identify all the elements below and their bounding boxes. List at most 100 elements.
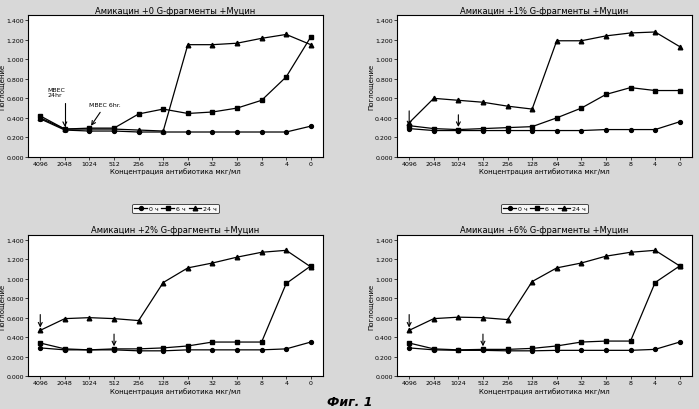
- 6 ч: [528, 125, 536, 130]
- Y-axis label: Поглощение: Поглощение: [368, 64, 374, 110]
- Line: 24 ч: 24 ч: [38, 248, 313, 333]
- 0 ч: [602, 128, 610, 133]
- 0 ч: [430, 129, 438, 134]
- 0 ч: [61, 348, 69, 353]
- 6 ч: [503, 126, 512, 131]
- 0 ч: [430, 348, 438, 353]
- Legend: 0 ч, 6 ч, 24 ч: 0 ч, 6 ч, 24 ч: [501, 204, 587, 213]
- 24 ч: [602, 254, 610, 259]
- 6 ч: [577, 106, 586, 111]
- 24 ч: [626, 31, 635, 36]
- 0 ч: [479, 348, 487, 353]
- 24 ч: [552, 39, 561, 44]
- Text: MBEC
24hr: MBEC 24hr: [48, 88, 67, 126]
- 0 ч: [577, 129, 586, 134]
- 24 ч: [675, 264, 684, 269]
- 6 ч: [257, 340, 266, 345]
- 24 ч: [61, 317, 69, 321]
- 6 ч: [85, 126, 94, 131]
- 24 ч: [307, 265, 315, 270]
- 24 ч: [85, 315, 94, 320]
- 24 ч: [454, 315, 463, 320]
- 24 ч: [134, 128, 143, 133]
- 0 ч: [503, 129, 512, 134]
- 24 ч: [675, 45, 684, 50]
- 6 ч: [405, 341, 413, 346]
- 6 ч: [405, 124, 413, 129]
- 0 ч: [552, 129, 561, 134]
- 24 ч: [307, 43, 315, 48]
- Legend: 0 ч, 6 ч, 24 ч: 0 ч, 6 ч, 24 ч: [133, 204, 219, 213]
- 24 ч: [257, 37, 266, 42]
- 0 ч: [405, 127, 413, 132]
- 0 ч: [552, 348, 561, 353]
- 6 ч: [651, 89, 659, 94]
- 6 ч: [454, 128, 463, 133]
- 0 ч: [257, 348, 266, 353]
- 0 ч: [675, 120, 684, 125]
- X-axis label: Концентрация антибиотика мкг/мл: Концентрация антибиотика мкг/мл: [479, 387, 610, 393]
- Line: 24 ч: 24 ч: [38, 33, 313, 134]
- 24 ч: [208, 261, 217, 266]
- 0 ч: [675, 340, 684, 345]
- 0 ч: [184, 130, 192, 135]
- 6 ч: [577, 340, 586, 345]
- 6 ч: [110, 346, 118, 351]
- 24 ч: [134, 318, 143, 323]
- 6 ч: [503, 347, 512, 352]
- 6 ч: [208, 110, 217, 115]
- 0 ч: [134, 130, 143, 135]
- 24 ч: [503, 104, 512, 109]
- Line: 0 ч: 0 ч: [38, 118, 312, 135]
- 0 ч: [528, 129, 536, 134]
- 6 ч: [454, 348, 463, 353]
- 6 ч: [552, 344, 561, 348]
- Line: 0 ч: 0 ч: [38, 340, 312, 353]
- Y-axis label: Поглощение: Поглощение: [0, 64, 5, 110]
- 0 ч: [528, 348, 536, 353]
- 0 ч: [85, 129, 94, 134]
- 6 ч: [184, 112, 192, 117]
- 6 ч: [430, 127, 438, 132]
- 24 ч: [36, 328, 45, 333]
- Text: Фиг. 1: Фиг. 1: [326, 395, 373, 408]
- 6 ч: [528, 346, 536, 351]
- 6 ч: [233, 340, 241, 345]
- 6 ч: [134, 346, 143, 351]
- 6 ч: [651, 281, 659, 285]
- 6 ч: [602, 93, 610, 98]
- 24 ч: [454, 99, 463, 103]
- 6 ч: [602, 339, 610, 344]
- Title: Амикацин +0 G-фрагменты +Муцин: Амикацин +0 G-фрагменты +Муцин: [95, 7, 256, 16]
- 6 ч: [159, 346, 168, 351]
- 0 ч: [602, 348, 610, 353]
- Line: 6 ч: 6 ч: [38, 264, 312, 352]
- 6 ч: [36, 341, 45, 346]
- 6 ч: [184, 344, 192, 348]
- 24 ч: [159, 281, 168, 285]
- 0 ч: [159, 348, 168, 353]
- 6 ч: [85, 348, 94, 353]
- 24 ч: [282, 248, 290, 253]
- 0 ч: [454, 129, 463, 134]
- 0 ч: [233, 348, 241, 353]
- 6 ч: [282, 75, 290, 80]
- 24 ч: [184, 43, 192, 48]
- 24 ч: [36, 116, 45, 121]
- 0 ч: [651, 128, 659, 133]
- 24 ч: [159, 129, 168, 134]
- 24 ч: [233, 42, 241, 47]
- Line: 0 ч: 0 ч: [408, 121, 682, 133]
- 6 ч: [552, 116, 561, 121]
- 24 ч: [184, 266, 192, 271]
- 24 ч: [528, 279, 536, 284]
- Line: 24 ч: 24 ч: [407, 31, 682, 126]
- 0 ч: [61, 128, 69, 133]
- 24 ч: [110, 127, 118, 132]
- 6 ч: [626, 86, 635, 91]
- 0 ч: [159, 130, 168, 135]
- X-axis label: Концентрация антибиотика мкг/мл: Концентрация антибиотика мкг/мл: [110, 168, 241, 175]
- 0 ч: [405, 346, 413, 351]
- 24 ч: [602, 34, 610, 39]
- 6 ч: [626, 339, 635, 344]
